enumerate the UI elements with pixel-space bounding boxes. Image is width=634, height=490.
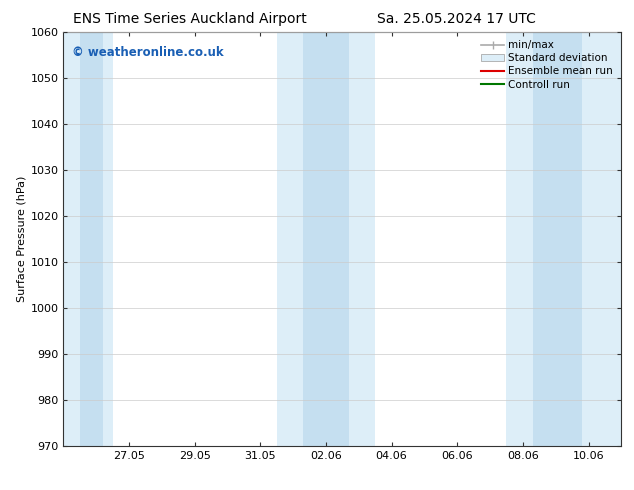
Text: © weatheronline.co.uk: © weatheronline.co.uk (72, 47, 223, 59)
Bar (303, 32, 349, 446)
Text: ENS Time Series Auckland Airport: ENS Time Series Auckland Airport (74, 12, 307, 26)
Legend: min/max, Standard deviation, Ensemble mean run, Controll run: min/max, Standard deviation, Ensemble me… (478, 37, 616, 93)
Bar (80, 32, 103, 446)
Y-axis label: Surface Pressure (hPa): Surface Pressure (hPa) (16, 176, 26, 302)
Bar (276, 32, 375, 446)
Bar (63, 32, 113, 446)
Text: Sa. 25.05.2024 17 UTC: Sa. 25.05.2024 17 UTC (377, 12, 536, 26)
Bar (533, 32, 582, 446)
Bar (507, 32, 621, 446)
